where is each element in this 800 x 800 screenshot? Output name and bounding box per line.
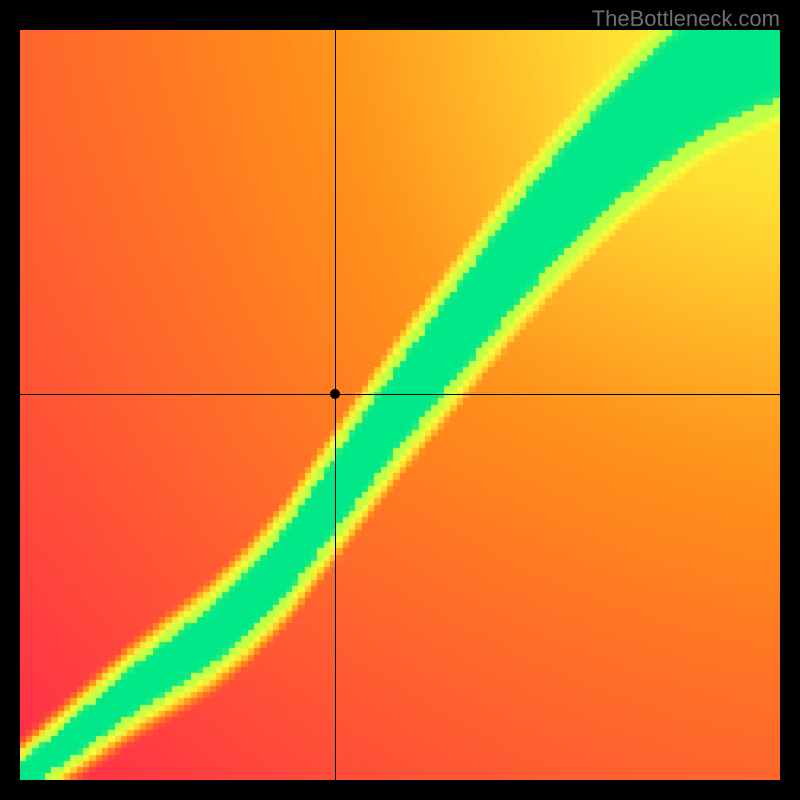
heatmap-canvas	[20, 30, 780, 780]
crosshair-horizontal	[20, 394, 780, 395]
marker-dot	[330, 389, 340, 399]
chart-container: TheBottleneck.com	[0, 0, 800, 800]
plot-area	[20, 30, 780, 780]
crosshair-vertical	[335, 30, 336, 780]
watermark-text: TheBottleneck.com	[592, 6, 780, 32]
